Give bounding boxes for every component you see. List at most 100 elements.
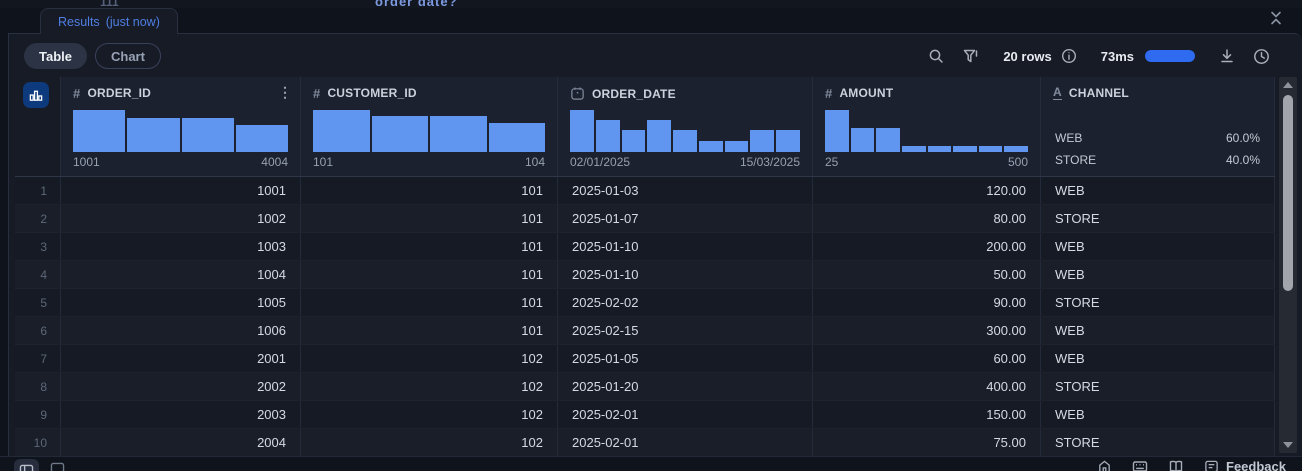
filter-icon[interactable] bbox=[960, 46, 981, 66]
column-header-customer_id[interactable]: # CUSTOMER_ID 101 104 bbox=[301, 77, 558, 176]
search-icon[interactable] bbox=[926, 46, 946, 66]
histogram-range: 02/01/2025 15/03/2025 bbox=[570, 155, 800, 170]
cell-customer_id[interactable]: 101 bbox=[301, 205, 558, 232]
row-number: 8 bbox=[15, 373, 61, 400]
cell-order_id[interactable]: 2001 bbox=[61, 345, 301, 372]
cell-order_id[interactable]: 2004 bbox=[61, 429, 301, 456]
cell-amount[interactable]: 120.00 bbox=[813, 177, 1041, 204]
cell-customer_id[interactable]: 101 bbox=[301, 233, 558, 260]
cell-order_date[interactable]: 2025-01-10 bbox=[558, 233, 813, 260]
cell-amount[interactable]: 50.00 bbox=[813, 261, 1041, 288]
cell-channel[interactable]: STORE bbox=[1041, 205, 1275, 232]
cell-amount[interactable]: 300.00 bbox=[813, 317, 1041, 344]
scrollbar-thumb[interactable] bbox=[1283, 95, 1293, 291]
cell-amount[interactable]: 150.00 bbox=[813, 401, 1041, 428]
column-header-order_date[interactable]: ORDER_DATE 02/01/2025 15/03/2025 bbox=[558, 77, 813, 176]
column-menu-icon[interactable]: ⋮ bbox=[278, 84, 292, 100]
cell-order_id[interactable]: 2003 bbox=[61, 401, 301, 428]
table-row: 8 2002 102 2025-01-20 400.00 STORE bbox=[15, 373, 1275, 401]
chart-view-button[interactable]: Chart bbox=[95, 43, 161, 69]
cell-amount[interactable]: 80.00 bbox=[813, 205, 1041, 232]
tab-results[interactable]: Results (just now) bbox=[40, 8, 178, 34]
cell-channel[interactable]: STORE bbox=[1041, 429, 1275, 456]
timing-bar bbox=[1145, 50, 1195, 62]
cell-order_id[interactable]: 2002 bbox=[61, 373, 301, 400]
cell-order_date[interactable]: 2025-01-05 bbox=[558, 345, 813, 372]
histogram-order_id bbox=[73, 110, 288, 152]
row-number: 2 bbox=[15, 205, 61, 232]
download-icon[interactable] bbox=[1217, 46, 1237, 66]
cell-order_date[interactable]: 2025-01-03 bbox=[558, 177, 813, 204]
cell-order_date[interactable]: 2025-01-20 bbox=[558, 373, 813, 400]
column-title: # ORDER_ID bbox=[73, 86, 288, 100]
cell-amount[interactable]: 90.00 bbox=[813, 289, 1041, 316]
cell-amount[interactable]: 75.00 bbox=[813, 429, 1041, 456]
cell-amount[interactable]: 200.00 bbox=[813, 233, 1041, 260]
grid-header-row: # ORDER_ID ⋮ 1001 4004 # CUSTOMER_ID 101 104 ORDE… bbox=[15, 77, 1275, 177]
cell-order_date[interactable]: 2025-01-10 bbox=[558, 261, 813, 288]
row-number: 4 bbox=[15, 261, 61, 288]
histogram-amount bbox=[825, 110, 1028, 152]
cell-customer_id[interactable]: 101 bbox=[301, 177, 558, 204]
cell-customer_id[interactable]: 102 bbox=[301, 345, 558, 372]
cell-customer_id[interactable]: 102 bbox=[301, 373, 558, 400]
cell-channel[interactable]: STORE bbox=[1041, 289, 1275, 316]
cell-channel[interactable]: WEB bbox=[1041, 401, 1275, 428]
cell-customer_id[interactable]: 101 bbox=[301, 317, 558, 344]
cell-channel[interactable]: WEB bbox=[1041, 233, 1275, 260]
cell-order_date[interactable]: 2025-02-15 bbox=[558, 317, 813, 344]
table-row: 4 1004 101 2025-01-10 50.00 WEB bbox=[15, 261, 1275, 289]
category-label: WEB bbox=[1055, 131, 1083, 145]
cell-order_id[interactable]: 1003 bbox=[61, 233, 301, 260]
docs-book-icon[interactable] bbox=[1168, 459, 1184, 471]
table-row: 5 1005 101 2025-02-02 90.00 STORE bbox=[15, 289, 1275, 317]
histogram-range: 101 104 bbox=[313, 155, 545, 170]
feedback-button[interactable]: Feedback bbox=[1204, 459, 1286, 471]
scrollbar-down-arrow-icon[interactable] bbox=[1283, 442, 1293, 448]
cell-amount[interactable]: 400.00 bbox=[813, 373, 1041, 400]
panel-left-icon[interactable] bbox=[14, 459, 39, 471]
cell-channel[interactable]: WEB bbox=[1041, 317, 1275, 344]
cell-order_date[interactable]: 2025-01-07 bbox=[558, 205, 813, 232]
column-header-channel[interactable]: A CHANNEL WEB 60.0% STORE 40.0% bbox=[1041, 77, 1275, 176]
histogram-bar bbox=[750, 130, 775, 152]
table-view-button[interactable]: Table bbox=[24, 43, 87, 69]
cell-customer_id[interactable]: 101 bbox=[301, 261, 558, 288]
cell-channel[interactable]: WEB bbox=[1041, 345, 1275, 372]
history-icon[interactable] bbox=[1251, 46, 1272, 67]
cell-customer_id[interactable]: 102 bbox=[301, 429, 558, 456]
cell-channel[interactable]: STORE bbox=[1041, 373, 1275, 400]
cell-order_date[interactable]: 2025-02-02 bbox=[558, 289, 813, 316]
cell-order_id[interactable]: 1005 bbox=[61, 289, 301, 316]
cell-amount[interactable]: 60.00 bbox=[813, 345, 1041, 372]
cell-channel[interactable]: WEB bbox=[1041, 261, 1275, 288]
cell-order_id[interactable]: 1002 bbox=[61, 205, 301, 232]
cell-order_id[interactable]: 1006 bbox=[61, 317, 301, 344]
cell-order_date[interactable]: 2025-02-01 bbox=[558, 401, 813, 428]
status-bar-right: Feedback bbox=[1097, 459, 1286, 471]
category-percent: 40.0% bbox=[1225, 153, 1260, 167]
column-header-order_id[interactable]: # ORDER_ID ⋮ 1001 4004 bbox=[61, 77, 301, 176]
stats-toggle-button[interactable] bbox=[23, 82, 49, 108]
range-max-label: 15/03/2025 bbox=[739, 155, 800, 169]
info-icon[interactable] bbox=[1059, 46, 1079, 66]
cell-customer_id[interactable]: 101 bbox=[301, 289, 558, 316]
cell-order_date[interactable]: 2025-02-01 bbox=[558, 429, 813, 456]
histogram-bar bbox=[698, 141, 723, 152]
cell-order_id[interactable]: 1004 bbox=[61, 261, 301, 288]
range-min-label: 25 bbox=[825, 155, 839, 169]
cell-channel[interactable]: WEB bbox=[1041, 177, 1275, 204]
histogram-bar bbox=[647, 120, 672, 152]
vertical-scrollbar[interactable] bbox=[1279, 77, 1297, 453]
editor-strip: 111 order date? bbox=[0, 0, 1302, 8]
home-icon[interactable] bbox=[1097, 459, 1112, 471]
column-title: ORDER_DATE bbox=[570, 86, 800, 101]
collapse-panel-icon[interactable] bbox=[1268, 10, 1284, 26]
cell-order_id[interactable]: 1001 bbox=[61, 177, 301, 204]
column-header-amount[interactable]: # AMOUNT 25 500 bbox=[813, 77, 1041, 176]
cell-customer_id[interactable]: 102 bbox=[301, 401, 558, 428]
panel-bottom-icon[interactable] bbox=[50, 459, 65, 471]
status-bar: Feedback bbox=[0, 456, 1302, 471]
keyboard-icon[interactable] bbox=[1132, 459, 1148, 471]
scrollbar-up-arrow-icon[interactable] bbox=[1283, 82, 1293, 88]
